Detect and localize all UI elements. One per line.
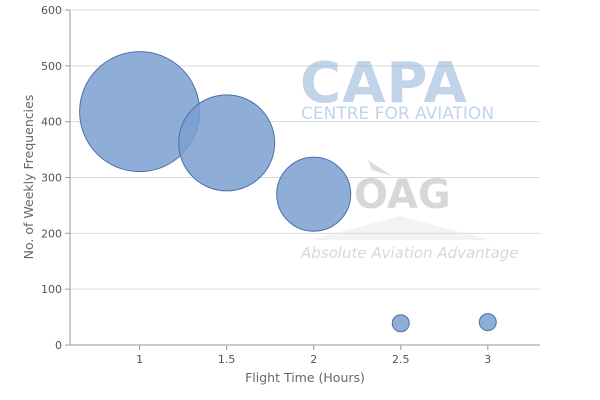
capa-logo: CAPA [300,51,468,116]
y-axis-title: No. of Weekly Frequencies [21,95,36,260]
axes: 0 100 200 300 400 500 600 1 1.5 2 2.5 3 [41,4,540,366]
capa-subtitle: CENTRE FOR AVIATION [301,104,494,124]
x-axis-title: Flight Time (Hours) [245,370,365,385]
x-tick-label: 3 [484,353,491,366]
bubble-point[interactable] [178,94,276,192]
y-tick-label: 200 [41,227,62,240]
y-tick-label: 400 [41,116,62,129]
oag-tagline: Absolute Aviation Advantage [300,244,519,262]
x-tick-label: 2.5 [392,353,410,366]
bubble-point[interactable] [276,156,352,232]
x-tick-label: 2 [310,353,317,366]
y-tick-label: 0 [55,339,62,352]
capa-watermark: CAPA CENTRE FOR AVIATION [300,51,494,124]
bubble-point[interactable] [478,313,497,332]
oag-swoosh-icon [368,160,392,176]
bubble-series [79,51,497,333]
bubble-point[interactable] [391,314,410,333]
y-tick-label: 500 [41,60,62,73]
x-tick-label: 1 [136,353,143,366]
oag-logo: OAG [354,172,451,218]
oag-watermark: OAG Absolute Aviation Advantage [300,160,519,262]
y-tick-label: 600 [41,4,62,17]
oag-chevron-icon [310,216,490,240]
x-tick-label: 1.5 [218,353,236,366]
y-tick-label: 100 [41,283,62,296]
y-tick-label: 300 [41,172,62,185]
